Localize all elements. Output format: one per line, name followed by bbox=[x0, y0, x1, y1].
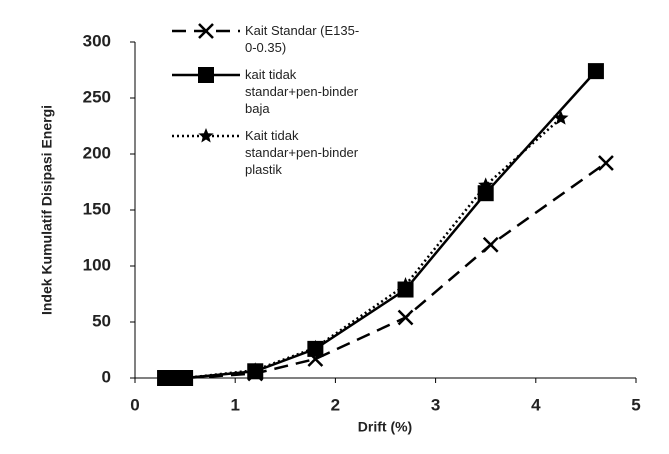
x-tick-label: 4 bbox=[531, 395, 541, 414]
y-tick-label: 200 bbox=[83, 143, 111, 162]
marker bbox=[198, 67, 214, 83]
y-tick-label: 150 bbox=[83, 199, 111, 218]
legend-label: kait tidak standar+pen-binder baja bbox=[245, 67, 359, 116]
x-tick-label: 1 bbox=[230, 395, 239, 414]
marker bbox=[198, 128, 214, 143]
y-tick-label: 100 bbox=[83, 255, 111, 274]
marker bbox=[177, 370, 193, 385]
marker bbox=[198, 23, 214, 39]
legend-item: kait tidak standar+pen-binder baja bbox=[170, 66, 370, 117]
x-tick-label: 2 bbox=[331, 395, 340, 414]
legend-label: Kait Standar (E135-0-0.35) bbox=[245, 23, 360, 55]
legend: Kait Standar (E135-0-0.35) kait tidak sta… bbox=[170, 22, 370, 188]
marker bbox=[157, 370, 173, 385]
marker bbox=[478, 177, 494, 192]
y-tick-label: 0 bbox=[102, 367, 111, 386]
y-axis-title: Indek Kumulatif Disipasi Energi bbox=[39, 105, 55, 315]
marker bbox=[587, 63, 604, 80]
marker bbox=[397, 309, 414, 326]
marker bbox=[247, 362, 263, 377]
marker bbox=[167, 370, 183, 385]
legend-swatch bbox=[172, 67, 240, 83]
x-tick-label: 3 bbox=[431, 395, 440, 414]
legend-item: Kait Standar (E135-0-0.35) bbox=[170, 22, 370, 56]
y-tick-label: 250 bbox=[83, 87, 111, 106]
x-tick-label: 0 bbox=[130, 395, 139, 414]
y-tick-label: 50 bbox=[92, 311, 111, 330]
legend-swatch bbox=[172, 128, 240, 143]
x-tick-label: 5 bbox=[631, 395, 640, 414]
marker bbox=[598, 155, 614, 171]
legend-label: Kait tidak standar+pen-binder plastik bbox=[245, 128, 359, 177]
y-tick-label: 300 bbox=[83, 31, 111, 50]
marker bbox=[553, 110, 569, 125]
legend-swatch bbox=[172, 23, 240, 39]
x-axis-title: Drift (%) bbox=[358, 419, 412, 435]
marker bbox=[482, 236, 499, 253]
marker bbox=[307, 339, 323, 355]
series-line bbox=[165, 161, 607, 380]
legend-item: Kait tidak standar+pen-binder plastik bbox=[170, 127, 370, 178]
marker bbox=[397, 277, 414, 292]
